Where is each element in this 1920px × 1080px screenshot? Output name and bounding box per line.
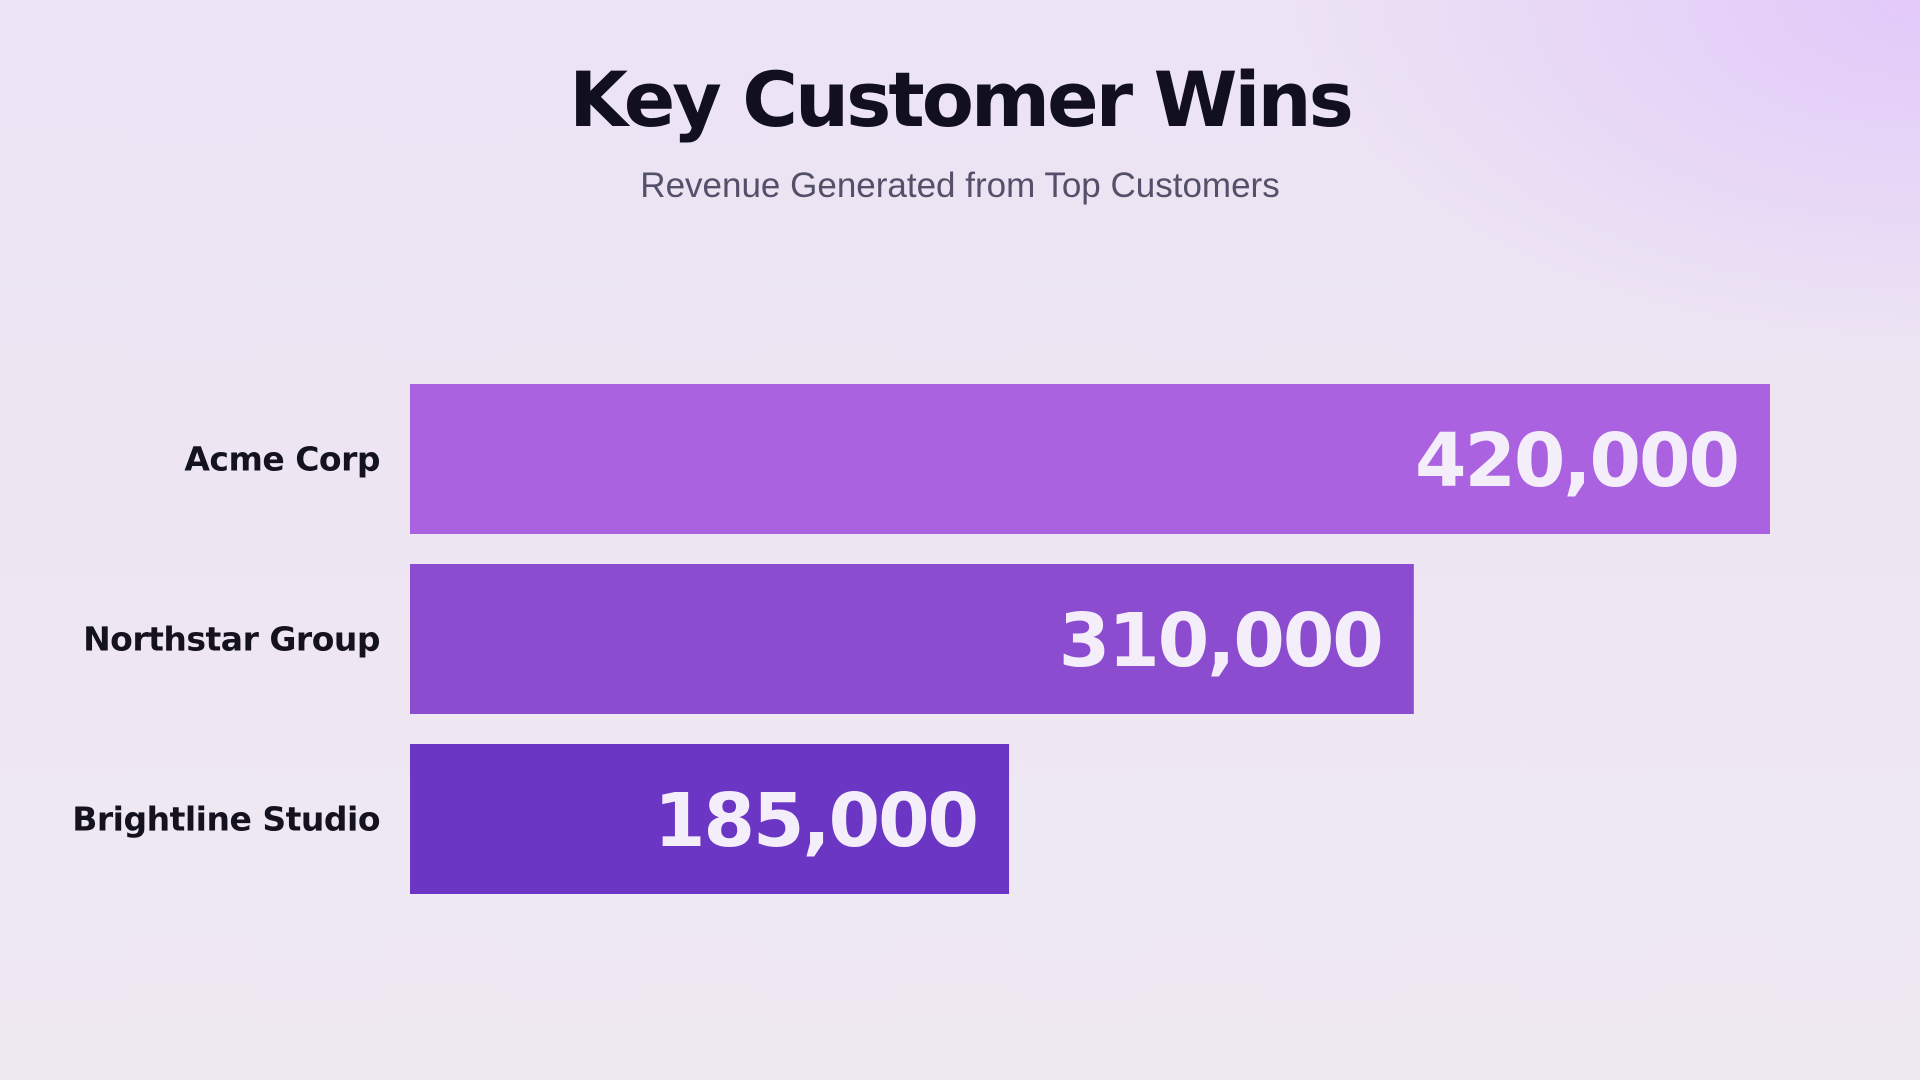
bar <box>410 744 1010 894</box>
chart-subtitle: Revenue Generated from Top Customers <box>640 166 1280 205</box>
category-label: Acme Corp <box>184 440 380 479</box>
value-label: 420,000 <box>1415 418 1738 504</box>
value-label: 310,000 <box>1059 598 1382 684</box>
bar <box>410 564 1414 714</box>
category-label: Northstar Group <box>83 620 380 659</box>
value-label: 185,000 <box>654 778 977 864</box>
chart-title: Key Customer Wins <box>569 55 1354 144</box>
category-label: Brightline Studio <box>72 800 380 839</box>
bar <box>410 384 1770 534</box>
